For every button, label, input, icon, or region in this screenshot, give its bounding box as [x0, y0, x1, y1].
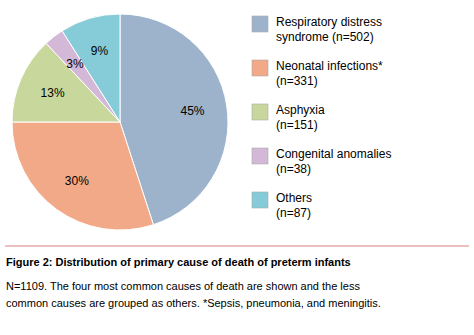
legend-label: Asphyxia [276, 103, 325, 117]
legend-label: (n=331) [276, 74, 318, 88]
legend-item: Respiratory distresssyndrome (n=502) [252, 15, 382, 44]
legend: Respiratory distresssyndrome (n=502) Neon… [252, 15, 391, 220]
separator [5, 246, 469, 247]
caption: Figure 2: Distribution of primary cause … [6, 256, 381, 309]
legend-label: syndrome (n=502) [276, 30, 374, 44]
legend-swatch [252, 192, 268, 208]
data-labels: 45% 30% 13% 3% 9% [41, 44, 205, 188]
legend-item: Congenital anomalies(n=38) [252, 147, 391, 176]
data-label: 3% [66, 57, 84, 71]
data-label: 30% [65, 174, 89, 188]
chart: 45% 30% 13% 3% 9% Respiratory distresssyndrom… [0, 0, 474, 335]
legend-item: Asphyxia(n=151) [252, 103, 325, 132]
legend-label: Congenital anomalies [276, 147, 391, 161]
legend-label: (n=38) [276, 162, 311, 176]
legend-item: Others(n=87) [252, 191, 312, 220]
data-label: 9% [91, 44, 109, 58]
data-label: 13% [41, 86, 65, 100]
data-label: 45% [181, 104, 205, 118]
annotation: common causes are grouped as others. *Se… [6, 297, 381, 309]
legend-label: Neonatal infections* [276, 59, 383, 73]
pie [12, 14, 228, 230]
pie-slice [62, 14, 120, 122]
legend-item: Neonatal infections*(n=331) [252, 59, 383, 88]
legend-swatch [252, 148, 268, 164]
legend-swatch [252, 60, 268, 76]
legend-label: (n=151) [276, 118, 318, 132]
annotation: N=1109. The four most common causes of d… [6, 280, 360, 292]
legend-label: (n=87) [276, 206, 311, 220]
title: Figure 2: Distribution of primary cause … [6, 256, 351, 268]
legend-swatch [252, 104, 268, 120]
legend-label: Others [276, 191, 312, 205]
legend-swatch [252, 16, 268, 32]
pie-slice [12, 122, 153, 230]
legend-label: Respiratory distress [276, 15, 382, 29]
